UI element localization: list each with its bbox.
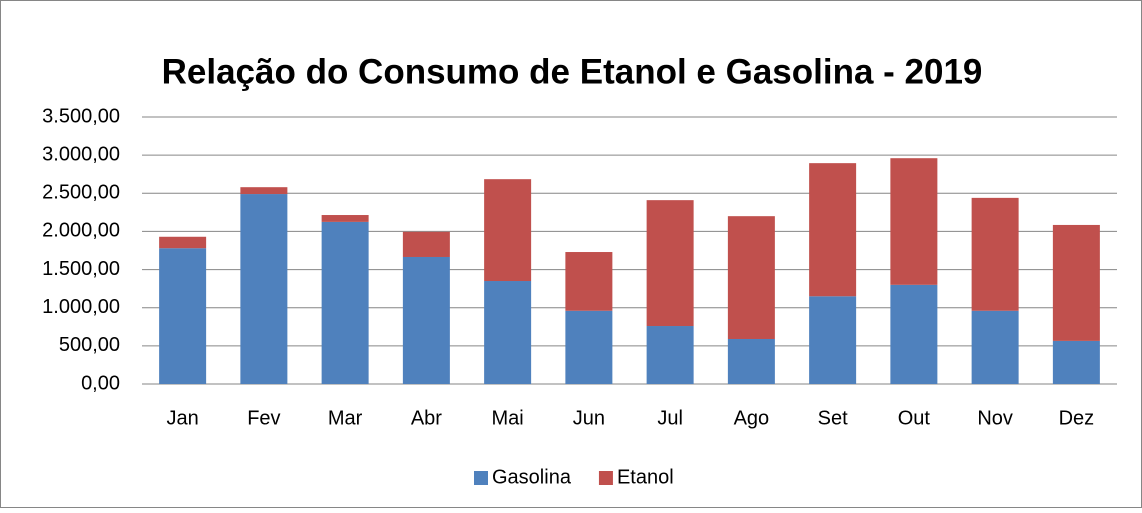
bar-segment <box>159 236 207 249</box>
bar-segment <box>321 221 369 384</box>
bar-segment <box>727 338 775 384</box>
bar-segment <box>727 216 775 339</box>
x-tick-label: Abr <box>411 407 442 429</box>
bar-segment <box>402 256 450 384</box>
x-tick-label: Mai <box>492 407 524 429</box>
bar-segment <box>484 179 532 282</box>
bar-segment <box>809 296 857 384</box>
x-tick-label: Jun <box>573 407 605 429</box>
bar-segment <box>890 158 938 285</box>
bar-segment <box>240 194 288 384</box>
y-tick-label: 1.500,00 <box>42 258 120 280</box>
y-tick-label: 3.500,00 <box>42 105 120 127</box>
x-tick-label: Set <box>818 407 848 429</box>
y-tick-label: 1.000,00 <box>42 296 120 318</box>
x-tick-label: Nov <box>977 407 1013 429</box>
bar-segment <box>1052 340 1100 384</box>
x-tick-label: Jul <box>657 407 683 429</box>
bar-segment <box>646 326 694 384</box>
bar-segment <box>646 200 694 327</box>
x-tick-label: Ago <box>734 407 770 429</box>
bar-segment <box>565 310 613 384</box>
legend-swatch <box>598 471 613 485</box>
bar-segment <box>809 163 857 297</box>
legend-label: Etanol <box>617 466 674 488</box>
x-tick-label: Dez <box>1059 407 1095 429</box>
bar-segment <box>402 231 450 257</box>
y-tick-label: 0,00 <box>81 372 120 394</box>
bar-segment <box>971 310 1019 384</box>
y-tick-label: 3.000,00 <box>42 143 120 165</box>
bar-segment <box>321 215 369 222</box>
x-tick-label: Out <box>898 407 931 429</box>
y-tick-label: 500,00 <box>59 334 120 356</box>
x-tick-label: Fev <box>247 407 280 429</box>
bar-segment <box>240 187 288 195</box>
bar-segment <box>971 197 1019 311</box>
bar-segment <box>484 281 532 384</box>
y-tick-label: 2.000,00 <box>42 220 120 242</box>
y-tick-label: 2.500,00 <box>42 182 120 204</box>
bar-segment <box>565 252 613 311</box>
legend-swatch <box>474 471 488 485</box>
bar-segment <box>1052 224 1100 341</box>
bar-segment <box>890 284 938 384</box>
chart-title: Relação do Consumo de Etanol e Gasolina … <box>162 52 983 91</box>
legend-label: Gasolina <box>492 466 572 488</box>
bar-segment <box>159 248 207 384</box>
x-tick-label: Mar <box>328 407 363 429</box>
x-tick-label: Jan <box>167 407 199 429</box>
